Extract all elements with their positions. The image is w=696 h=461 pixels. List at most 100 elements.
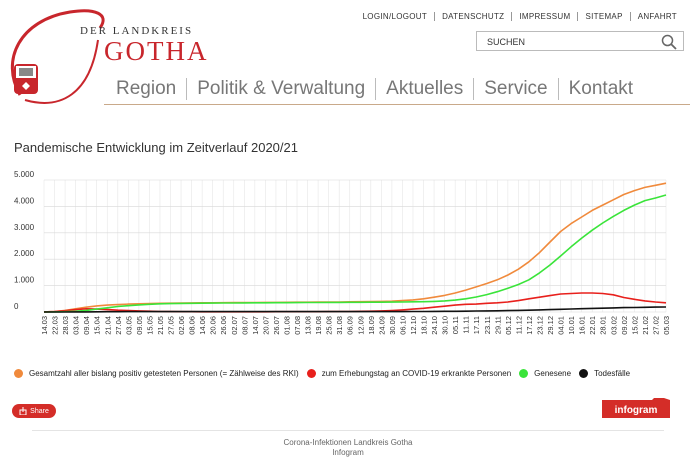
x-tick-label: 26.06 — [219, 316, 228, 335]
x-tick-label: 03.04 — [72, 316, 81, 335]
impressum-link[interactable]: IMPRESSUM — [511, 12, 577, 21]
nav-region[interactable]: Region — [116, 78, 177, 99]
x-tick-label: 07.08 — [293, 316, 302, 335]
legend-label: Todesfälle — [594, 369, 631, 378]
x-tick-label: 02.06 — [177, 316, 186, 335]
nav-aktuelles[interactable]: Aktuelles — [375, 78, 473, 100]
x-tick-label: 05.03 — [662, 316, 671, 335]
x-tick-label: 25.08 — [325, 316, 334, 335]
x-tick-label: 23.11 — [483, 316, 492, 334]
legend-label: Gesamtzahl aller bislang positiv geteste… — [29, 369, 299, 378]
chart-legend: Gesamtzahl aller bislang positiv geteste… — [14, 369, 638, 378]
footer-divider — [32, 430, 664, 431]
nav-divider — [104, 104, 690, 105]
x-tick-label: 28.01 — [599, 316, 608, 335]
legend-item-todesfaelle[interactable]: Todesfälle — [579, 369, 630, 378]
x-tick-label: 21.05 — [156, 316, 165, 335]
x-tick-label: 24.10 — [430, 316, 439, 335]
search-icon[interactable] — [661, 34, 677, 50]
x-tick-label: 20.07 — [261, 316, 270, 335]
x-tick-label: 27.04 — [114, 316, 123, 335]
footer-source: Infogram — [332, 448, 364, 457]
x-tick-label: 22.03 — [51, 316, 60, 335]
x-tick-label: 22.01 — [588, 316, 597, 335]
search-input[interactable] — [485, 36, 659, 48]
chart-title: Pandemische Entwicklung im Zeitverlauf 2… — [14, 140, 298, 155]
x-tick-label: 03.05 — [124, 316, 133, 335]
x-tick-label: 30.09 — [388, 316, 397, 335]
share-button[interactable]: Share — [12, 404, 56, 418]
landkreis-logo[interactable]: DER LANDKREIS GOTHA — [0, 0, 240, 112]
x-tick-label: 17.11 — [472, 316, 481, 334]
legend-dot-icon — [14, 369, 23, 378]
series-line-0 — [43, 182, 667, 313]
search-box — [476, 31, 684, 51]
x-tick-label: 12.09 — [356, 316, 365, 335]
x-tick-label: 09.02 — [620, 316, 629, 335]
x-tick-label: 30.10 — [441, 316, 450, 335]
x-tick-label: 24.09 — [377, 316, 386, 335]
x-tick-label: 31.08 — [335, 316, 344, 335]
x-tick-label: 28.03 — [61, 316, 70, 335]
infogram-badge[interactable]: infogram — [602, 398, 670, 418]
x-tick-label: 21.04 — [103, 316, 112, 335]
series-line-2 — [43, 194, 667, 313]
x-tick-label: 09.05 — [135, 316, 144, 335]
legend-dot-icon — [306, 369, 316, 378]
x-tick-label: 26.07 — [272, 316, 281, 335]
x-tick-label: 20.06 — [209, 316, 218, 335]
x-tick-label: 29.12 — [546, 316, 555, 335]
y-tick-label: 4.000 — [14, 196, 35, 205]
x-tick-label: 02.07 — [230, 316, 239, 335]
x-tick-label: 05.11 — [451, 316, 460, 334]
datenschutz-link[interactable]: DATENSCHUTZ — [434, 12, 511, 21]
main-nav: Region Politik & Verwaltung Aktuelles Se… — [114, 78, 643, 100]
x-tick-label: 15.02 — [630, 316, 639, 335]
nav-service[interactable]: Service — [473, 78, 557, 100]
x-tick-label: 04.01 — [557, 316, 566, 335]
series-line-3 — [44, 306, 667, 313]
share-icon — [19, 407, 27, 415]
y-tick-label: 5.000 — [14, 170, 35, 179]
x-tick-label: 08.07 — [240, 316, 249, 335]
x-tick-label: 11.12 — [514, 316, 523, 334]
site-header: DER LANDKREIS GOTHA LOGIN/LOGOUT DATENSC… — [0, 0, 696, 112]
x-tick-label: 15.04 — [93, 316, 102, 335]
login-logout-link[interactable]: LOGIN/LOGOUT — [362, 12, 428, 21]
x-tick-label: 18.09 — [367, 316, 376, 335]
logo-line1: DER LANDKREIS — [80, 25, 193, 37]
y-tick-label: 2.000 — [14, 249, 35, 258]
nav-kontakt[interactable]: Kontakt — [557, 78, 643, 100]
x-tick-label: 21.02 — [641, 316, 650, 335]
x-tick-label: 18.10 — [420, 316, 429, 335]
x-tick-label: 27.02 — [651, 316, 660, 335]
sitemap-link[interactable]: SITEMAP — [577, 12, 629, 21]
x-tick-label: 09.04 — [82, 316, 91, 335]
legend-label: zum Erhebungstag an COVID-19 erkrankte P… — [321, 369, 512, 378]
x-tick-label: 13.08 — [304, 316, 313, 335]
nav-politik-verwaltung[interactable]: Politik & Verwaltung — [186, 78, 375, 100]
infogram-label: infogram — [615, 405, 658, 416]
x-tick-label: 17.12 — [525, 316, 534, 335]
footer-caption: Corona-Infektionen Landkreis Gotha — [283, 438, 413, 447]
x-tick-label: 06.09 — [346, 316, 355, 335]
x-tick-label: 01.08 — [282, 316, 291, 335]
x-tick-label: 11.11 — [462, 316, 471, 334]
legend-item-genesene[interactable]: Genesene — [519, 369, 571, 378]
x-tick-label: 06.10 — [398, 316, 407, 335]
legend-item-gesamt[interactable]: Gesamtzahl aller bislang positiv geteste… — [14, 369, 299, 378]
y-tick-label: 0 — [14, 302, 19, 311]
logo-line2: GOTHA — [104, 36, 209, 66]
y-tick-label: 3.000 — [14, 223, 35, 232]
x-tick-label: 03.02 — [609, 316, 618, 335]
x-tick-label: 19.08 — [314, 316, 323, 335]
x-tick-label: 14.07 — [251, 316, 260, 335]
legend-label: Genesene — [534, 369, 572, 378]
x-tick-label: 08.06 — [188, 316, 197, 335]
legend-item-erkrankte[interactable]: zum Erhebungstag an COVID-19 erkrankte P… — [306, 369, 512, 378]
legend-dot-icon — [579, 369, 589, 378]
share-label: Share — [30, 407, 49, 415]
legend-dot-icon — [519, 369, 529, 378]
x-tick-label: 10.01 — [567, 316, 576, 335]
anfahrt-link[interactable]: ANFAHRT — [629, 12, 684, 21]
